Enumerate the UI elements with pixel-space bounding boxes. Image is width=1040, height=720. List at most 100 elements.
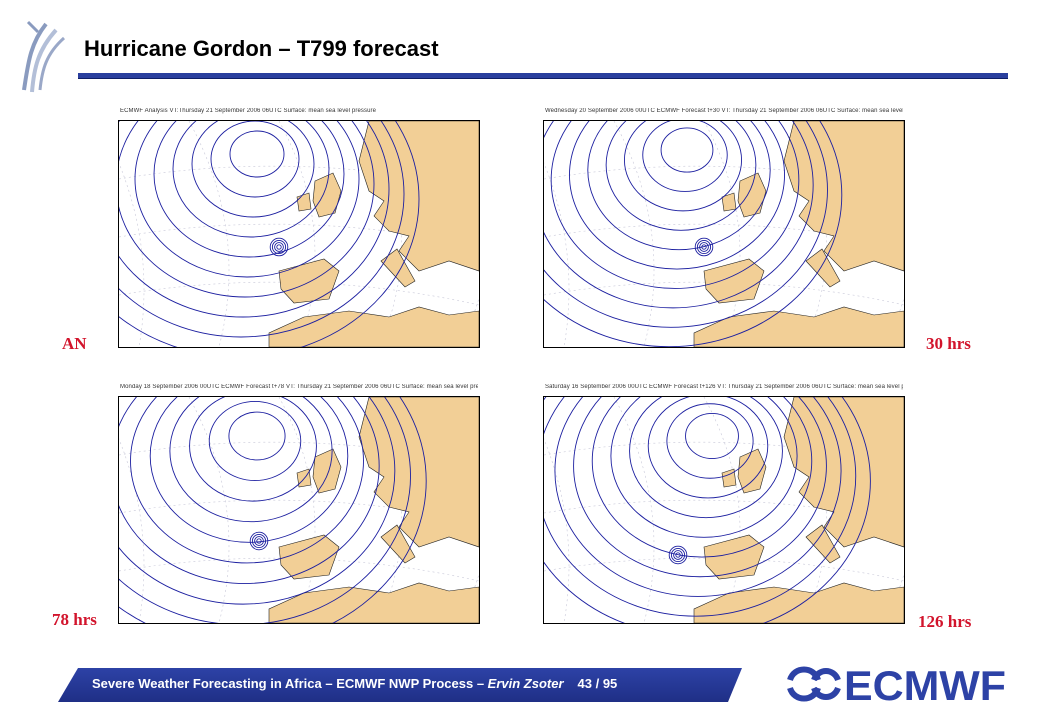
graticule-line [119,499,479,524]
ecmwf-swirl-logo-icon [22,20,65,93]
graticule-line [703,397,741,623]
gordon-isobar [256,538,262,544]
graticule-line [544,223,904,248]
gordon-isobar [701,244,707,250]
isobar [208,401,302,481]
graticule-line [544,165,904,190]
isobar [119,121,390,318]
land-italy [805,524,841,564]
isobar [647,397,769,499]
isobar [685,413,739,459]
pressure-map [118,396,480,624]
isobar [191,121,315,218]
isobar [544,397,857,617]
isobar [550,121,800,289]
map-panel-78hrs: Monday 18 September 2006 00UTC ECMWF For… [118,384,480,624]
map-caption: Saturday 16 September 2006 00UTC ECMWF F… [545,384,903,390]
ecmwf-logo-text: ECMWF [844,662,1006,708]
isobar [119,397,396,605]
land-italy [805,248,841,288]
land-europe [358,397,479,548]
isobar [587,121,771,251]
gordon-isobar [675,552,681,558]
land-britain [312,172,342,218]
isobar [544,121,828,328]
isobar [134,121,360,278]
footer-author: Ervin Zsoter [487,676,564,691]
gordon-isobar [276,244,282,250]
pressure-map [118,120,480,348]
gordon-isobar [274,242,284,252]
isobar [229,130,285,178]
isobar [591,397,813,558]
graticule-line [188,397,230,623]
graticule-line [119,223,479,248]
ecmwf-wave-icon [787,666,841,702]
gordon-isobar [271,239,287,255]
footer-text: Severe Weather Forecasting in Africa – E… [92,676,617,691]
land-africa [693,582,904,623]
map-panel-126hrs: Saturday 16 September 2006 00UTC ECMWF F… [543,384,905,624]
graticule-line [544,441,904,466]
footer-lead: Severe Weather Forecasting in Africa – E… [92,676,488,691]
land-africa [693,306,904,347]
land-britain [737,448,767,494]
gordon-isobar [696,239,712,255]
isobar [569,121,785,270]
isobar [629,397,783,519]
isobar [119,121,420,347]
graticule-line [188,121,230,347]
label-78hrs: 78 hrs [52,610,97,629]
isobar [169,397,333,523]
label-126hrs: 126 hrs [918,612,972,631]
land-africa [268,582,479,623]
pressure-map [543,120,905,348]
isobar [210,121,300,198]
isobar [119,397,427,623]
gordon-isobar [673,550,683,560]
isobar [119,121,405,338]
isobar [666,403,754,479]
label-an: AN [62,334,87,353]
graticule-line [703,121,741,347]
isobar [544,397,871,623]
isobar [605,121,757,231]
gordon-isobar [269,237,289,257]
label-30hrs: 30 hrs [926,334,971,353]
isobar [660,127,714,173]
graticule-line [544,499,904,524]
isobar [130,397,364,564]
gordon-isobar [254,536,264,546]
pressure-map [543,396,905,624]
land-europe [783,121,904,272]
graticule-line [119,441,479,466]
land-britain [312,448,342,494]
land-iberia [278,534,340,580]
isobar [189,397,317,502]
map-caption: Monday 18 September 2006 00UTC ECMWF For… [120,384,478,390]
graticule-line [613,121,655,347]
isobar [119,397,411,623]
land-italy [380,248,416,288]
isobar [544,121,843,347]
map-panel-30hrs: Wednesday 20 September 2006 00UTC ECMWF … [543,108,905,348]
land-africa [268,306,479,347]
land-europe [783,397,904,548]
map-caption: ECMWF Analysis VT:Thursday 21 September … [120,108,377,114]
slide-title: Hurricane Gordon – T799 forecast [84,36,439,61]
graticule-line [278,397,316,623]
land-ireland [721,468,737,488]
isobar [149,397,349,543]
isobar [610,397,798,538]
isobar [573,397,827,578]
graticule-line [278,121,316,347]
title-rule [78,73,1008,79]
isobar [624,121,742,212]
isobar [172,121,330,238]
footer-band [58,668,742,702]
map-caption: Wednesday 20 September 2006 00UTC ECMWF … [545,108,903,114]
land-ireland [296,192,312,212]
isobar [119,121,375,298]
ecmwf-logo: ECMWF [787,662,1006,708]
isobar [228,411,286,461]
